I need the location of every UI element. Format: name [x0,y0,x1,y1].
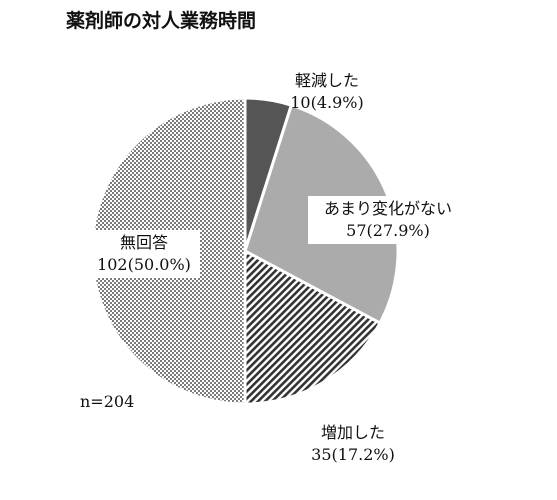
slice-label-increased-value: 35(17.2%) [311,445,395,464]
slice-label-reduced-value: 10(4.9%) [290,93,364,112]
slice-label-no-change-name: あまり変化がない [323,199,452,218]
slice-label-increased-name: 増加した [320,423,385,442]
slice-label-no-answer-name: 無回答 [119,233,168,252]
sample-size-label: n=204 [80,392,135,411]
slice-label-reduced-name: 軽減した [294,71,359,90]
slice-label-no-change: あまり変化がない 57(27.9%) [308,196,468,244]
slice-label-no-answer-value: 102(50.0%) [97,255,191,274]
slice-label-reduced: 軽減した 10(4.9%) [282,70,372,114]
chart-title: 薬剤師の対人業務時間 [66,10,257,32]
slice-label-no-answer: 無回答 102(50.0%) [88,230,200,278]
slice-label-no-change-value: 57(27.9%) [346,221,430,240]
pie-slice-increased [243,249,382,406]
slice-label-increased: 増加した 35(17.2%) [298,422,408,466]
